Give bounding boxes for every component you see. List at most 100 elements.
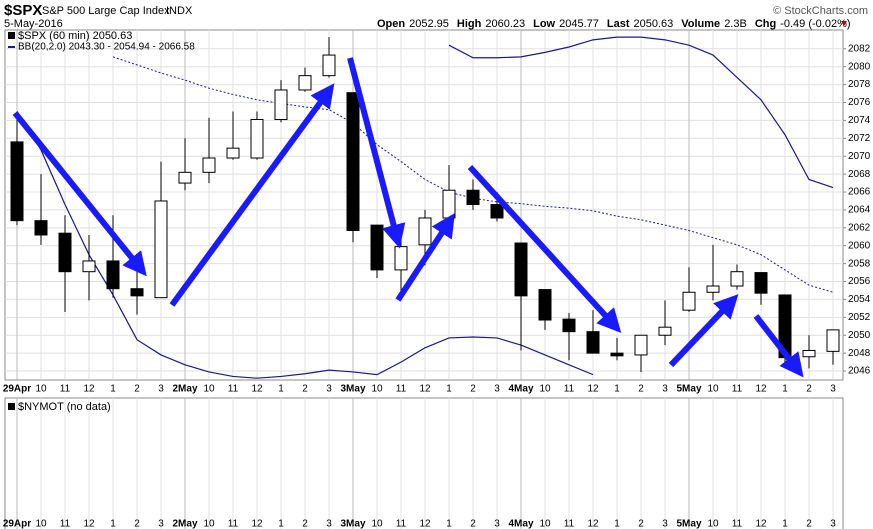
quote-value: 2060.23 <box>485 18 525 30</box>
candle-up <box>226 147 240 159</box>
x-tick-label: 10 <box>203 519 215 529</box>
x-tick-label: 11 <box>396 519 407 529</box>
plot-frame <box>4 29 844 381</box>
candle-up <box>682 291 696 311</box>
candle-down <box>610 352 624 357</box>
x-tick-label: 12 <box>587 519 599 529</box>
band-middle <box>112 56 834 293</box>
x-tick-label: 12 <box>755 519 767 529</box>
legend-swatch <box>8 403 15 410</box>
x-tick-label: 1 <box>446 384 452 395</box>
x-tick-label: 12 <box>419 384 431 395</box>
candle-down <box>586 331 600 354</box>
candle-up <box>202 157 216 173</box>
y-tick-label: 2062 <box>848 222 871 233</box>
arrow <box>347 57 406 249</box>
x-tick-label: 10 <box>539 384 551 395</box>
candle-down <box>370 224 384 271</box>
x-tick-label: 3 <box>326 519 332 529</box>
x-tick-label: 10 <box>35 519 47 529</box>
x-tick-label: 12 <box>755 384 767 395</box>
candle-down <box>466 189 480 206</box>
quote-label: Open <box>377 18 405 30</box>
candle-up <box>250 119 264 159</box>
quote-value: 2.3B <box>724 18 747 30</box>
x-tick-label: 3 <box>662 519 668 529</box>
x-tick-label: 10 <box>371 384 383 395</box>
x-tick-label: 4May <box>508 519 533 529</box>
x-tick-label: 10 <box>371 519 383 529</box>
candle-up <box>730 271 744 287</box>
x-tick-label: 11 <box>564 384 575 395</box>
candle-up <box>706 285 720 293</box>
candle-up <box>802 349 816 358</box>
y-tick-label: 2058 <box>848 258 871 269</box>
x-tick-label: 3 <box>326 384 332 395</box>
x-tick-label: 1 <box>446 519 452 529</box>
x-tick-label: 29Apr <box>3 519 31 529</box>
candle-up <box>274 89 288 121</box>
x-tick-label: 1 <box>110 519 116 529</box>
y-tick-label: 2076 <box>848 97 871 108</box>
x-tick-label: 2 <box>470 384 476 395</box>
x-tick-label: 2May <box>172 384 197 395</box>
x-tick-label: 2 <box>638 384 644 395</box>
x-tick-label: 5May <box>676 384 701 395</box>
x-tick-label: 10 <box>35 384 47 395</box>
arrow <box>753 314 804 378</box>
candle-up <box>322 54 336 77</box>
x-tick-label: 1 <box>278 384 284 395</box>
x-tick-label: 2 <box>470 519 476 529</box>
credit: © StockCharts.com <box>773 5 868 17</box>
candle-up <box>154 200 168 299</box>
x-tick-label: 10 <box>707 384 719 395</box>
symbol: $SPX <box>4 2 42 19</box>
x-tick-label: 11 <box>564 519 575 529</box>
x-tick-label: 11 <box>396 384 407 395</box>
candle-up <box>394 246 408 271</box>
candle-down <box>346 92 360 232</box>
y-tick-label: 2060 <box>848 240 871 251</box>
candle-up <box>442 189 456 219</box>
y-tick-label: 2066 <box>848 187 871 198</box>
x-tick-label: 10 <box>203 384 215 395</box>
x-tick-label: 3 <box>494 519 500 529</box>
x-tick-label: 3May <box>340 519 365 529</box>
x-tick-label: 10 <box>707 519 719 529</box>
candle-up <box>418 217 432 246</box>
quote-value: 2045.77 <box>559 18 599 30</box>
x-tick-label: 2 <box>134 519 140 529</box>
quote-label: Chg <box>755 18 776 30</box>
x-tick-label: 11 <box>228 519 239 529</box>
arrow <box>467 164 622 333</box>
quote-value: -0.49 (-0.02%) <box>780 18 850 30</box>
candle-down <box>10 141 24 222</box>
y-tick-label: 2070 <box>848 151 871 162</box>
x-tick-label: 12 <box>83 384 95 395</box>
x-tick-label: 3 <box>830 519 836 529</box>
x-tick-label: 29Apr <box>3 384 31 395</box>
candle-up <box>634 334 648 356</box>
x-tick-label: 4May <box>508 384 533 395</box>
candle-up <box>658 326 672 336</box>
y-tick-label: 2080 <box>848 61 871 72</box>
exchange: INDX <box>166 5 193 17</box>
x-tick-label: 1 <box>278 519 284 529</box>
x-tick-label: 1 <box>782 519 788 529</box>
arrows <box>12 57 804 378</box>
y-tick-label: 2052 <box>848 312 871 323</box>
quote-label: High <box>457 18 482 30</box>
x-tick-label: 2 <box>638 519 644 529</box>
arrow <box>668 294 739 368</box>
legend-entry: $SPX (60 min) 2050.63 <box>18 30 132 42</box>
x-tick-label: 2May <box>172 519 197 529</box>
y-tick-label: 2048 <box>848 348 871 359</box>
x-tick-label: 3 <box>494 384 500 395</box>
candle-down <box>34 220 48 236</box>
arrow <box>12 111 147 277</box>
y-tick-label: 2082 <box>848 43 871 54</box>
y-tick-label: 2046 <box>848 366 871 377</box>
y-tick-label: 2054 <box>848 294 871 305</box>
x-tick-label: 1 <box>782 384 788 395</box>
